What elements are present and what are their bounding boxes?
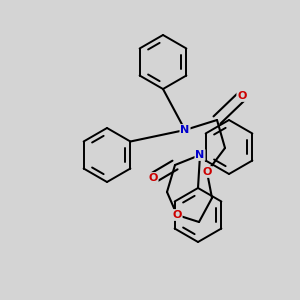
Text: N: N [195,150,205,160]
Text: O: O [172,210,182,220]
Text: O: O [202,167,212,177]
Text: O: O [237,91,247,101]
Text: N: N [180,125,190,135]
Text: O: O [148,173,158,183]
